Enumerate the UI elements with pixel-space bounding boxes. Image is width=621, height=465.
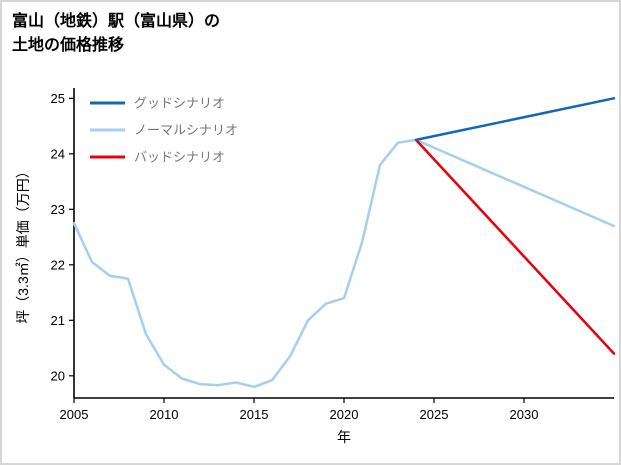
y-tick-label: 20 bbox=[51, 368, 65, 383]
chart-title: 富山（地鉄）駅（富山県）の 土地の価格推移 bbox=[12, 10, 220, 58]
series-line-bad-scenario bbox=[414, 138, 616, 355]
chart-title-line-1: 富山（地鉄）駅（富山県）の bbox=[12, 13, 221, 30]
y-tick-label: 21 bbox=[51, 313, 65, 328]
series-line-historical bbox=[72, 138, 418, 389]
x-axis-label: 年 bbox=[337, 429, 351, 445]
x-tick-label: 2010 bbox=[150, 407, 179, 422]
series-line-good-scenario bbox=[414, 97, 616, 142]
legend-label-normal: ノーマルシナリオ bbox=[134, 123, 238, 138]
x-tick-label: 2020 bbox=[330, 407, 359, 422]
y-tick-label: 25 bbox=[51, 91, 65, 106]
x-tick-label: 2005 bbox=[60, 407, 89, 422]
series-line-normal-scenario bbox=[414, 138, 616, 228]
y-axis-label: 坪（3.3㎡）単価（万円） bbox=[15, 164, 31, 323]
chart-title-line-2: 土地の価格推移 bbox=[12, 37, 125, 54]
legend-label-bad: バッドシナリオ bbox=[134, 150, 225, 165]
x-tick-label: 2030 bbox=[510, 407, 539, 422]
y-tick-label: 23 bbox=[51, 202, 65, 217]
x-tick-label: 2015 bbox=[240, 407, 269, 422]
x-tick-label: 2025 bbox=[420, 407, 449, 422]
y-tick-label: 22 bbox=[51, 257, 65, 272]
y-tick-label: 24 bbox=[51, 146, 65, 161]
legend-label-good: グッドシナリオ bbox=[134, 96, 225, 111]
